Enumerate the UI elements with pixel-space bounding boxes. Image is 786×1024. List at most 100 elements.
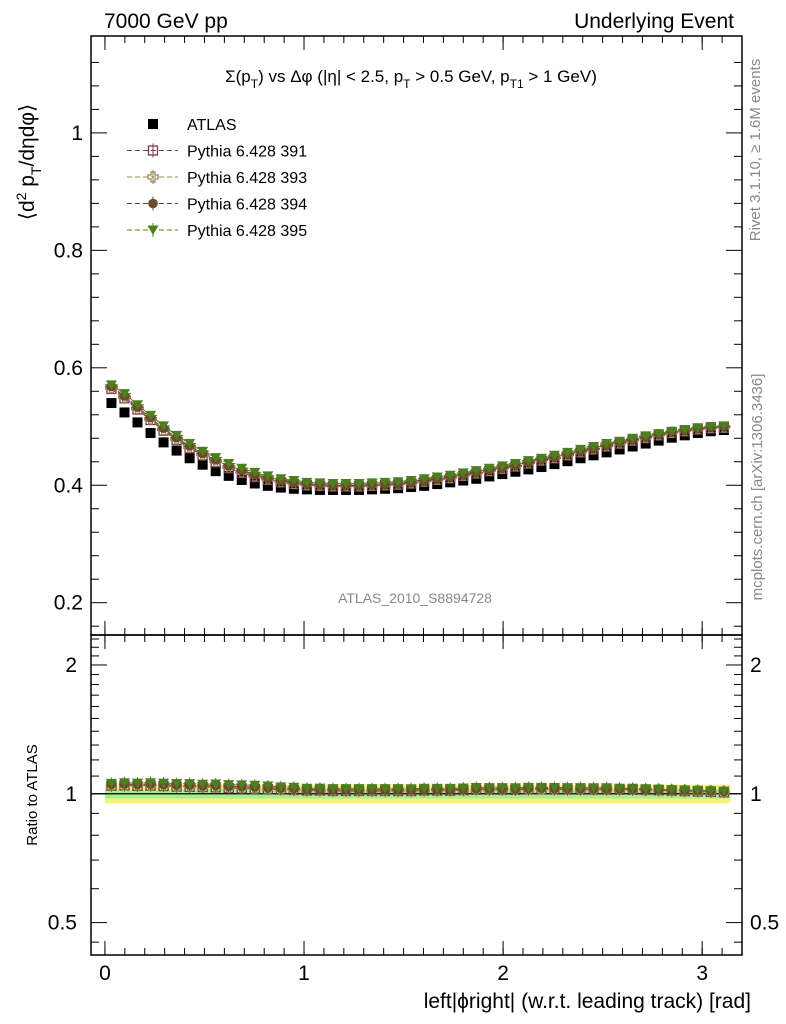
- data-point: [523, 464, 534, 475]
- ratio-point: [431, 783, 443, 794]
- ratio-point: [314, 783, 326, 794]
- ratio-data-series: [105, 776, 730, 799]
- ratio-point: [184, 779, 196, 789]
- data-point: [601, 447, 612, 458]
- ratio-point: [548, 782, 560, 793]
- ratio-point: [640, 784, 652, 794]
- ratio-point: [366, 784, 378, 794]
- ratio-point: [392, 784, 404, 794]
- data-point: [392, 477, 404, 487]
- data-point: [444, 470, 456, 481]
- data-point: [262, 471, 274, 481]
- data-point: [562, 447, 574, 458]
- ratio-y-tick-label-left: 0.5: [48, 912, 77, 935]
- ratio-point: [692, 785, 704, 796]
- ratio-point: [158, 778, 170, 789]
- ratio-point: [457, 783, 469, 793]
- ratio-point: [509, 783, 521, 793]
- data-point: [692, 423, 704, 433]
- data-point: [275, 474, 287, 484]
- ratio-point: [444, 783, 456, 794]
- ratio-y-tick-label-right: 0.5: [750, 912, 779, 935]
- data-point: [484, 471, 495, 482]
- data-point: [119, 407, 130, 418]
- data-point: [145, 427, 156, 438]
- data-point: [640, 438, 651, 449]
- energy-label: 7000 GeV pp: [104, 10, 228, 33]
- data-point: [679, 424, 691, 435]
- data-point: [457, 468, 469, 478]
- title-sub-2: T: [403, 77, 411, 91]
- data-point: [549, 459, 560, 470]
- data-point: [262, 480, 273, 491]
- ratio-point: [588, 783, 600, 793]
- data-point: [640, 431, 652, 441]
- data-point: [601, 439, 613, 449]
- data-point: [171, 430, 183, 441]
- ratio-point: [535, 782, 547, 793]
- legend-label: Pythia 6.428 394: [187, 197, 307, 214]
- main-data-series: [104, 380, 731, 495]
- data-point: [718, 421, 730, 431]
- data-point: [471, 473, 482, 484]
- ratio-series-line: [111, 782, 724, 792]
- data-point: [509, 459, 521, 469]
- data-point: [470, 466, 482, 476]
- data-point: [340, 478, 352, 489]
- ratio-point: [522, 782, 534, 793]
- data-point: [105, 380, 117, 390]
- data-point: [158, 421, 170, 431]
- legend-marker: [148, 119, 158, 129]
- ratio-point: [197, 779, 209, 790]
- ratio-point: [145, 778, 157, 788]
- data-point: [223, 459, 235, 469]
- ratio-y-axis-label: Ratio to ATLAS: [24, 744, 41, 845]
- ratio-point: [210, 779, 222, 789]
- data-point: [535, 453, 547, 464]
- legend-marker: [147, 145, 159, 156]
- data-point: [562, 456, 573, 467]
- ratio-y-tick-label-left: 2: [65, 654, 77, 677]
- data-point: [666, 426, 678, 437]
- data-point: [536, 462, 547, 473]
- data-point: [431, 472, 443, 483]
- ratio-point: [105, 778, 117, 789]
- data-point: [653, 429, 665, 439]
- ylabel-part-2: p: [16, 175, 39, 193]
- ratio-point: [718, 786, 730, 797]
- data-point: [197, 446, 209, 457]
- axis-ticks: 0 1 2 3 0.2 0.4 0.6 0.8 1 0.5 0.5 1 1 2 2: [48, 36, 779, 985]
- main-y-tick-label: 0.8: [54, 239, 83, 262]
- legend-marker: [148, 198, 158, 209]
- data-point: [145, 410, 157, 421]
- mcplots-reference-label: mcplots.cern.ch [arXiv:1306.3436]: [749, 374, 766, 601]
- data-point: [497, 469, 508, 480]
- data-point: [614, 444, 625, 455]
- data-point: [132, 417, 143, 428]
- ratio-point: [562, 783, 574, 793]
- data-point: [249, 467, 261, 478]
- data-point: [548, 450, 560, 461]
- ratio-point: [379, 784, 391, 794]
- series-4: [104, 380, 731, 489]
- ratio-point: [353, 784, 365, 794]
- ratio-y-tick-label-right: 2: [750, 654, 762, 677]
- data-point: [496, 461, 508, 471]
- x-tick-label: 1: [298, 962, 310, 985]
- data-point: [210, 466, 221, 477]
- title-part-3: > 0.5 GeV, p: [411, 67, 510, 86]
- ratio-point: [223, 780, 235, 790]
- legend-label: Pythia 6.428 393: [187, 170, 307, 187]
- ratio-series-4: [105, 776, 730, 798]
- legend-label: Pythia 6.428 391: [187, 144, 307, 161]
- data-point: [510, 466, 521, 477]
- ratio-point: [340, 784, 352, 794]
- data-point: [588, 450, 599, 461]
- x-tick-label: 2: [497, 962, 509, 985]
- main-y-tick-label: 0.2: [54, 592, 83, 615]
- ratio-point: [132, 778, 144, 789]
- x-tick-label: 0: [99, 962, 111, 985]
- data-point: [158, 437, 169, 448]
- data-point: [627, 433, 639, 444]
